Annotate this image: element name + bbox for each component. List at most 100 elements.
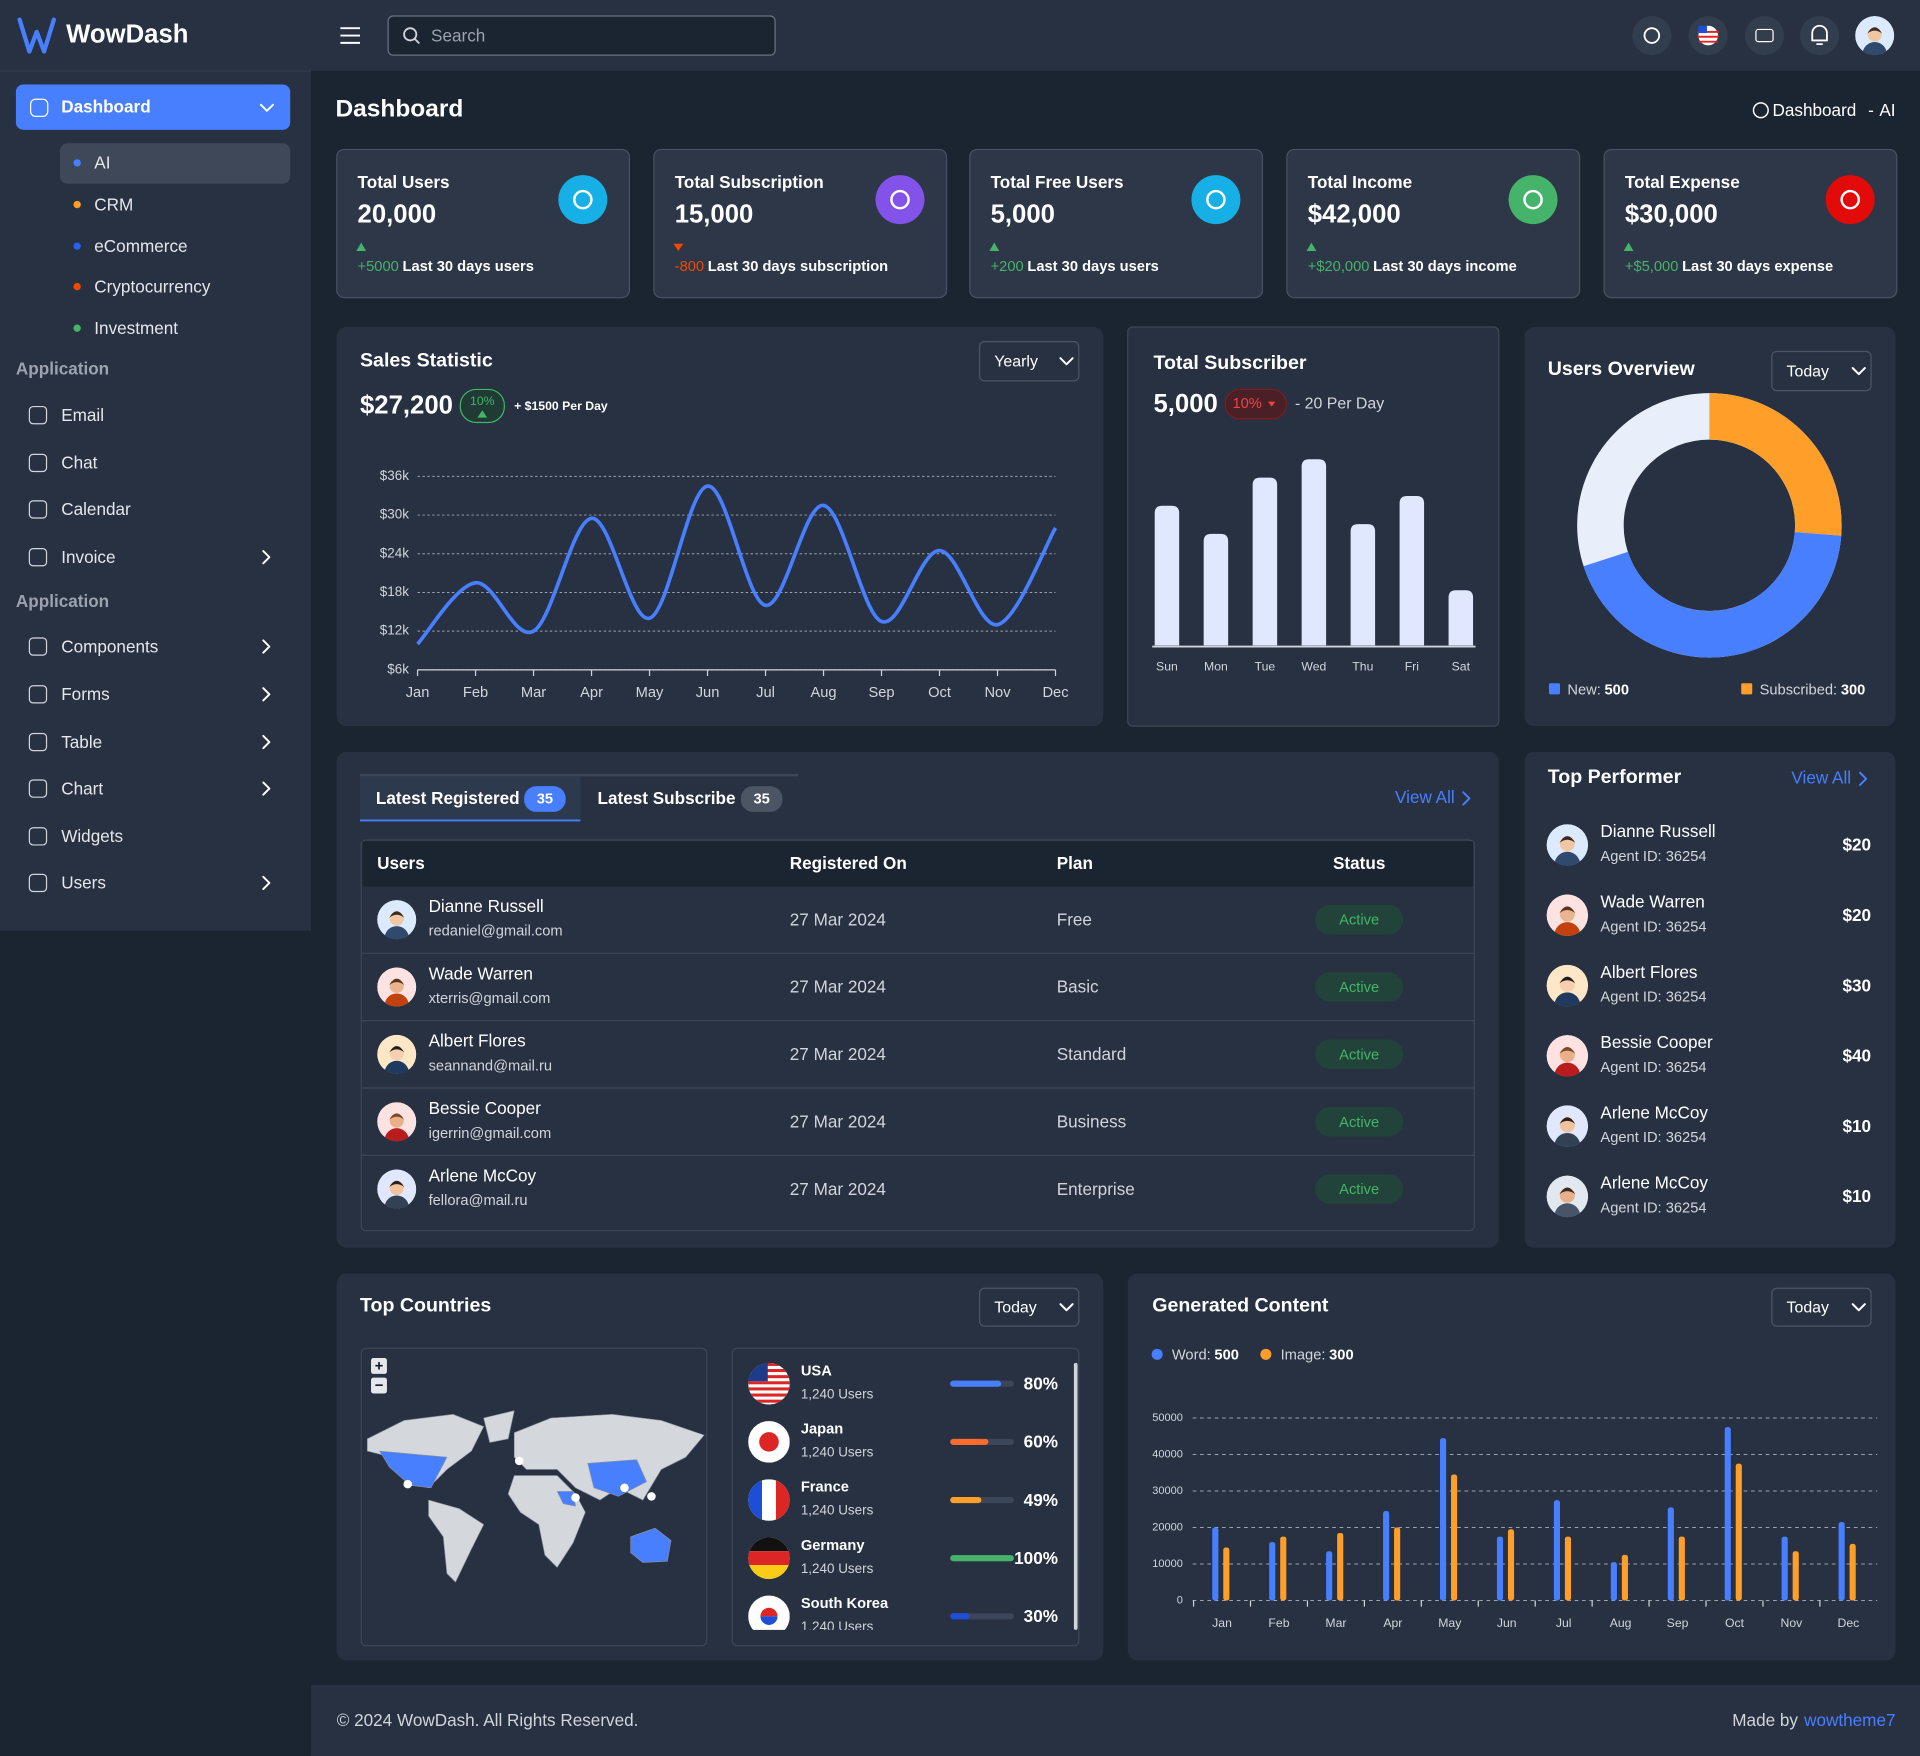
tab-label[interactable]: Latest Subscribe bbox=[598, 788, 736, 808]
y-tick-label: $36k bbox=[380, 468, 409, 483]
menu-item[interactable]: Forms bbox=[61, 684, 110, 704]
bar bbox=[1610, 1562, 1617, 1601]
dropdown[interactable] bbox=[1771, 350, 1872, 392]
stat-icon-glyph bbox=[1206, 189, 1226, 210]
avatar-hair bbox=[1559, 1117, 1576, 1124]
bar bbox=[1849, 1543, 1856, 1601]
breadcrumb[interactable]: Dashboard bbox=[1773, 100, 1857, 120]
menu-item[interactable]: Table bbox=[61, 732, 102, 752]
menu-item[interactable]: Widgets bbox=[61, 826, 123, 846]
flag-sun bbox=[759, 1432, 779, 1452]
x-tick-label: May bbox=[1438, 1616, 1462, 1630]
submenu-item[interactable]: eCommerce bbox=[94, 236, 187, 256]
status-label: Active bbox=[1339, 980, 1379, 996]
zoom-button[interactable] bbox=[371, 1377, 387, 1394]
performer-name: Dianne Russell bbox=[1600, 821, 1715, 841]
submenu-item[interactable]: Cryptocurrency bbox=[94, 276, 211, 296]
submenu-dot bbox=[73, 282, 81, 291]
view-all-link[interactable]: View All bbox=[1395, 787, 1455, 807]
menu-item[interactable]: Users bbox=[61, 873, 106, 893]
menu-item[interactable]: Email bbox=[61, 405, 104, 425]
progress-bar bbox=[950, 1438, 989, 1445]
chevron bbox=[1059, 357, 1074, 366]
bar bbox=[1326, 1551, 1333, 1601]
country-name: France bbox=[801, 1480, 849, 1496]
y-tick-label: $12k bbox=[380, 623, 409, 638]
map-region bbox=[513, 1414, 705, 1501]
stat-value: 5,000 bbox=[991, 200, 1055, 228]
menu-item[interactable]: Components bbox=[61, 636, 158, 656]
submenu-item[interactable]: CRM bbox=[94, 194, 133, 214]
zoom-label[interactable]: − bbox=[375, 1378, 384, 1394]
zoom-label[interactable]: + bbox=[375, 1358, 384, 1374]
menu-item[interactable]: Invoice bbox=[61, 547, 115, 567]
user-name: Albert Flores bbox=[429, 1031, 526, 1051]
x-tick-label: Feb bbox=[1268, 1616, 1289, 1630]
tab-label[interactable]: Latest Registered bbox=[376, 788, 520, 808]
bar bbox=[1280, 1536, 1287, 1601]
badge-label: 10% bbox=[470, 394, 495, 408]
status-badge bbox=[1315, 1174, 1404, 1204]
zoom-button[interactable] bbox=[371, 1358, 387, 1374]
status-badge bbox=[1315, 904, 1404, 935]
submenu-item[interactable]: Investment bbox=[94, 318, 178, 338]
menu-label[interactable]: Dashboard bbox=[61, 96, 150, 116]
dropdown[interactable] bbox=[978, 341, 1080, 382]
notifications[interactable] bbox=[1800, 15, 1840, 56]
menu-icon bbox=[28, 732, 48, 752]
dropdown-label[interactable]: Today bbox=[1787, 1300, 1829, 1317]
flag-taeguk bbox=[760, 1616, 778, 1625]
bar bbox=[1212, 1527, 1219, 1601]
map-region-highlight bbox=[556, 1491, 576, 1507]
amount: $20 bbox=[1842, 835, 1871, 855]
flag-taeguk bbox=[760, 1607, 778, 1617]
dropdown[interactable] bbox=[978, 1287, 1080, 1327]
flag-stripe bbox=[748, 1375, 790, 1379]
x-tick-label: Aug bbox=[810, 685, 836, 701]
map-region-highlight bbox=[379, 1450, 448, 1489]
chevron bbox=[1059, 1303, 1074, 1312]
author-link[interactable]: wowtheme7 bbox=[1803, 1710, 1895, 1730]
stat-card bbox=[969, 148, 1264, 299]
submenu-active[interactable] bbox=[60, 143, 291, 184]
avatar-hair bbox=[1559, 906, 1576, 914]
view-all-link[interactable]: View All bbox=[1791, 767, 1851, 787]
search-placeholder[interactable]: Search bbox=[431, 25, 485, 45]
x-tick-label: Fri bbox=[1405, 660, 1419, 674]
menu-item[interactable]: Chat bbox=[61, 453, 97, 473]
dropdown-label[interactable]: Today bbox=[994, 1300, 1036, 1317]
avatar-body bbox=[384, 1128, 409, 1142]
theme-toggle[interactable] bbox=[1632, 15, 1672, 56]
legend-label: Word: bbox=[1172, 1347, 1211, 1363]
stat-note: Last 30 days subscription bbox=[708, 259, 888, 275]
dropdown[interactable] bbox=[1771, 1287, 1872, 1327]
stat-card bbox=[653, 148, 948, 299]
user-name: Dianne Russell bbox=[429, 896, 544, 916]
dropdown-label[interactable]: Today bbox=[1787, 363, 1829, 380]
panel-title: Users Overview bbox=[1548, 358, 1696, 380]
x-tick-label: Jan bbox=[406, 685, 430, 701]
plan: Basic bbox=[1057, 977, 1099, 997]
messages[interactable] bbox=[1744, 15, 1785, 56]
menu-button[interactable] bbox=[15, 84, 291, 130]
section-title: Application bbox=[16, 591, 109, 611]
chevron bbox=[1859, 771, 1868, 786]
y-tick-label: 40000 bbox=[1152, 1448, 1183, 1460]
dropdown-label[interactable]: Yearly bbox=[994, 354, 1038, 371]
page-title: Dashboard bbox=[336, 96, 464, 123]
stat-note: Last 30 days income bbox=[1373, 259, 1517, 275]
bar bbox=[1448, 590, 1474, 646]
menu-item[interactable]: Calendar bbox=[61, 499, 131, 519]
bar bbox=[1496, 1536, 1504, 1601]
menu-icon bbox=[28, 453, 48, 473]
count-badge bbox=[524, 786, 566, 812]
search-input[interactable] bbox=[387, 15, 776, 56]
menu-icon bbox=[28, 873, 48, 893]
panel bbox=[1524, 326, 1896, 727]
submenu-item[interactable]: AI bbox=[94, 153, 110, 173]
legend-dot bbox=[1260, 1348, 1272, 1360]
avatar bbox=[1546, 1175, 1589, 1218]
menu-item[interactable]: Chart bbox=[61, 778, 103, 798]
country-users: 1,240 Users bbox=[801, 1619, 874, 1634]
